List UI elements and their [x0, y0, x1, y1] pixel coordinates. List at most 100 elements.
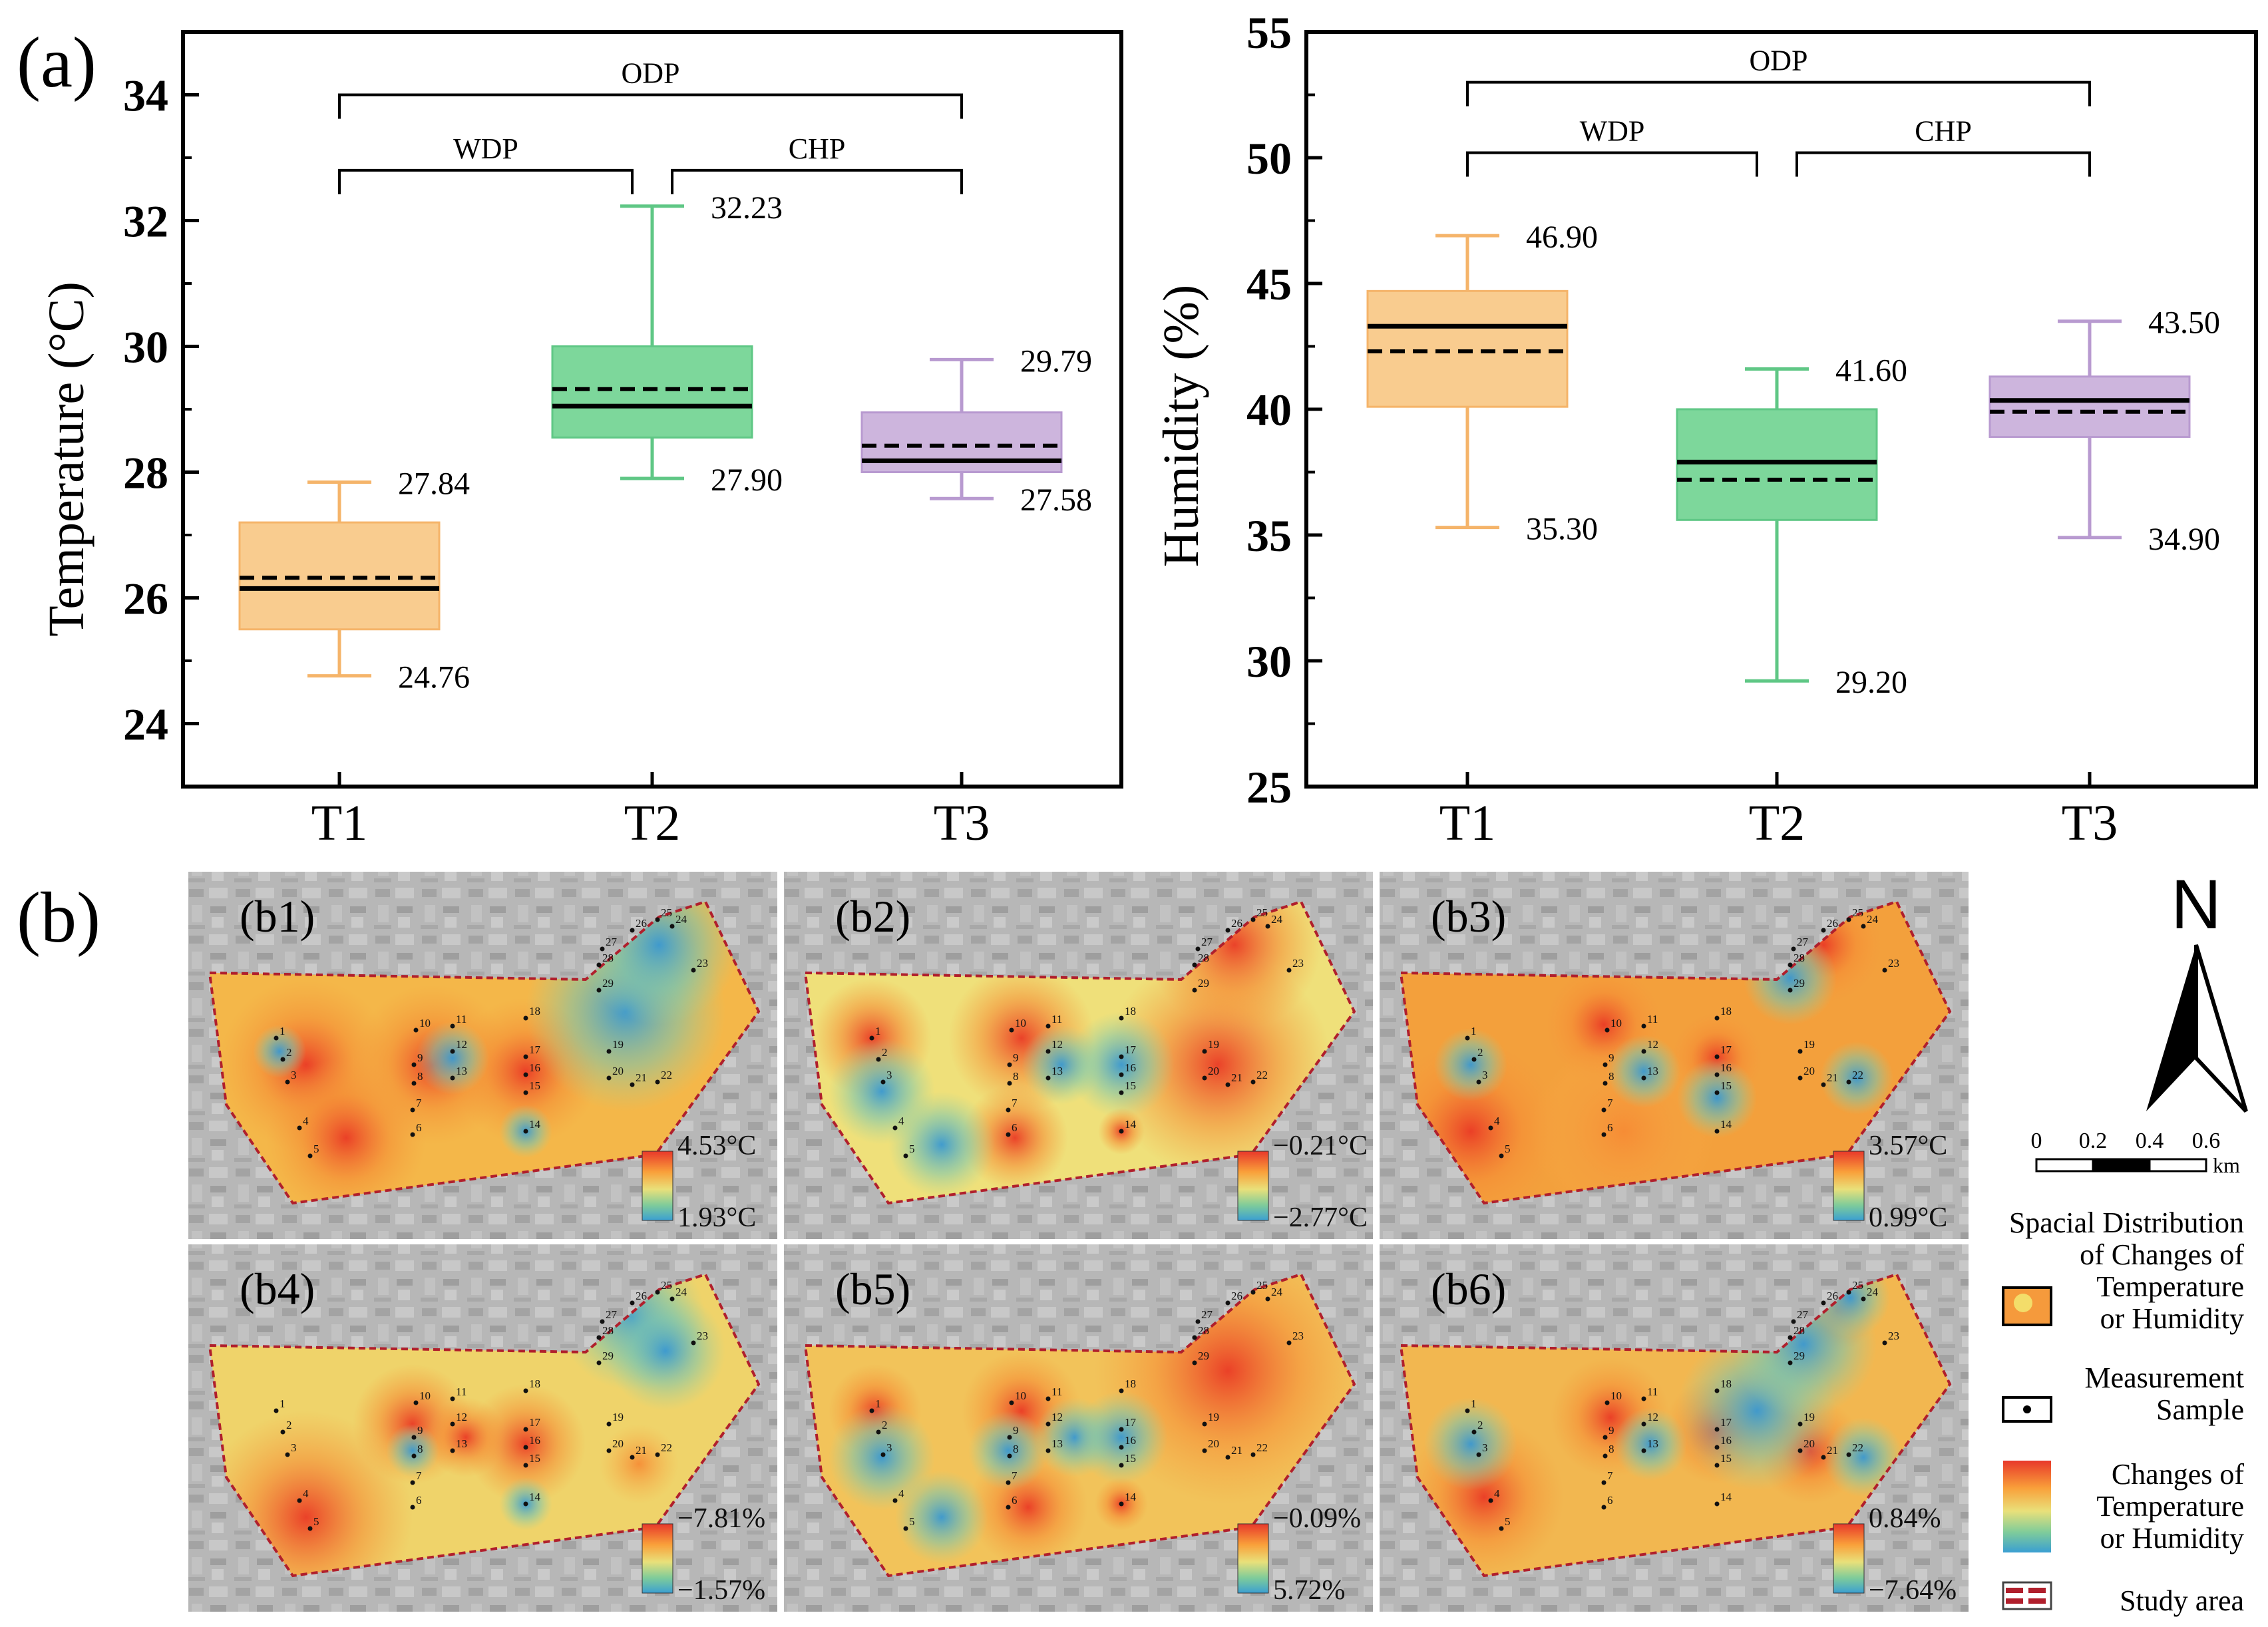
- sample-point: [1225, 928, 1230, 933]
- sample-point-label: 19: [1803, 1411, 1815, 1423]
- sample-point: [1488, 1498, 1493, 1503]
- sample-point: [1009, 1400, 1014, 1405]
- sample-point-label: 1: [280, 1025, 285, 1037]
- north-label: N: [2171, 866, 2221, 944]
- sample-point: [523, 1129, 528, 1134]
- sample-point-label: 15: [529, 1079, 540, 1092]
- sample-point-label: 15: [529, 1452, 540, 1465]
- sample-point-label: 2: [286, 1046, 292, 1059]
- sample-point-label: 1: [875, 1025, 881, 1037]
- sample-point: [1465, 1035, 1470, 1041]
- sample-point-label: 24: [1271, 1286, 1283, 1298]
- sample-point: [274, 1408, 279, 1413]
- study-area-boundary: [1399, 900, 1952, 1205]
- sample-point: [1788, 1335, 1793, 1340]
- sample-point: [1601, 1480, 1606, 1485]
- sample-point-label: 12: [1051, 1411, 1063, 1423]
- scale-bar: 0 0.2 0.4 0.6 km: [2031, 1129, 2241, 1177]
- map-label: (b5): [835, 1264, 910, 1314]
- sample-point: [691, 968, 696, 973]
- sample-point: [1119, 1015, 1124, 1021]
- sample-point-label: 5: [1505, 1515, 1511, 1528]
- sample-point-label: 10: [1610, 1389, 1622, 1402]
- sample-point-label: 14: [1125, 1491, 1137, 1503]
- sample-point-label: 24: [675, 913, 687, 926]
- sample-point: [1788, 988, 1793, 993]
- sample-point-label: 25: [661, 1279, 672, 1292]
- temperature-boxplot: 24 26 28 30 32 34 T1 T2 T3 ODP WDP CHP 27.84 24.76 32.…: [123, 30, 1123, 851]
- sample-point: [1821, 1300, 1826, 1306]
- sample-point-label: 17: [1125, 1416, 1137, 1429]
- scale-seg-2: [2092, 1158, 2151, 1173]
- sample-point-label: 16: [1125, 1434, 1136, 1447]
- sample-point-label: 23: [697, 957, 708, 970]
- y-tick-label: 24: [123, 699, 168, 750]
- study-area-boundary: [803, 900, 1356, 1205]
- sample-point-label: 20: [1208, 1065, 1219, 1077]
- bracket-odp: [1466, 81, 2091, 106]
- sample-point-label: 9: [1013, 1051, 1019, 1064]
- sample-point: [1119, 1388, 1124, 1393]
- sample-point: [1882, 968, 1887, 973]
- sample-point: [410, 1107, 415, 1113]
- sample-point-label: 10: [1015, 1017, 1026, 1029]
- sample-point-label: 26: [1231, 917, 1242, 930]
- min-value-label: 35.30: [1526, 512, 1598, 547]
- heat-blob: [1075, 1391, 1168, 1484]
- sample-point-label: 2: [882, 1419, 888, 1431]
- y-tick-label: 30: [123, 322, 168, 373]
- sample-point: [1605, 1400, 1610, 1405]
- map-label: (b1): [240, 891, 315, 942]
- panel-a-label: (a): [17, 23, 96, 102]
- min-value-label: 29.20: [1835, 665, 1907, 700]
- scale-min-label: −7.64%: [1869, 1575, 1957, 1606]
- sample-point: [1119, 1427, 1124, 1432]
- sample-point-label: 27: [1797, 1308, 1809, 1321]
- sample-point: [285, 1079, 290, 1085]
- sample-point-label: 22: [1256, 1069, 1268, 1081]
- sample-point: [1603, 1453, 1608, 1459]
- sample-point: [596, 1335, 602, 1340]
- sample-point: [1471, 1057, 1477, 1062]
- legend-ramp-line-2: Temperature: [2096, 1490, 2244, 1523]
- sample-point: [523, 1445, 528, 1450]
- sample-point-label: 17: [1720, 1416, 1732, 1429]
- sample-point-label: 22: [1256, 1441, 1268, 1454]
- bracket-label-wdp: WDP: [1580, 114, 1645, 147]
- sample-point-label: 22: [661, 1069, 672, 1081]
- x-tick-label-T2: T2: [1749, 795, 1805, 851]
- sample-point: [1007, 1081, 1012, 1086]
- scale-max-label: −7.81%: [677, 1503, 765, 1534]
- sample-point-label: 9: [417, 1051, 423, 1064]
- sample-point: [413, 1027, 419, 1033]
- sample-point-label: 12: [456, 1038, 467, 1051]
- sample-point: [307, 1526, 313, 1531]
- sample-point: [1488, 1125, 1493, 1131]
- sample-point: [876, 1429, 881, 1435]
- sample-point-label: 9: [417, 1424, 423, 1437]
- box-T2: 41.60 29.20: [1676, 353, 1907, 700]
- sample-point: [1714, 1129, 1720, 1134]
- sample-point-label: 16: [1720, 1434, 1732, 1447]
- sample-point: [606, 1049, 612, 1054]
- sample-point: [1195, 1319, 1201, 1324]
- sample-point: [1225, 1082, 1230, 1087]
- sample-point-label: 5: [1505, 1143, 1511, 1155]
- bracket-chp: [1796, 151, 2091, 177]
- sample-point-label: 11: [1051, 1013, 1062, 1025]
- sample-point-label: 6: [1607, 1494, 1613, 1507]
- sample-point: [280, 1429, 285, 1435]
- sample-point: [1007, 1435, 1012, 1440]
- sample-point: [1045, 1396, 1051, 1401]
- legend-sample-line-2: Sample: [2156, 1393, 2244, 1426]
- sample-point: [1045, 1421, 1051, 1427]
- sample-point-label: 24: [1867, 1286, 1879, 1298]
- box-iqr: [1366, 289, 1569, 408]
- min-value-label: 24.76: [398, 660, 470, 695]
- sample-point-label: 6: [1012, 1121, 1018, 1134]
- sample-point-label: 5: [313, 1515, 319, 1528]
- sample-point: [1641, 1396, 1646, 1401]
- scale-seg-1: [2035, 1158, 2094, 1173]
